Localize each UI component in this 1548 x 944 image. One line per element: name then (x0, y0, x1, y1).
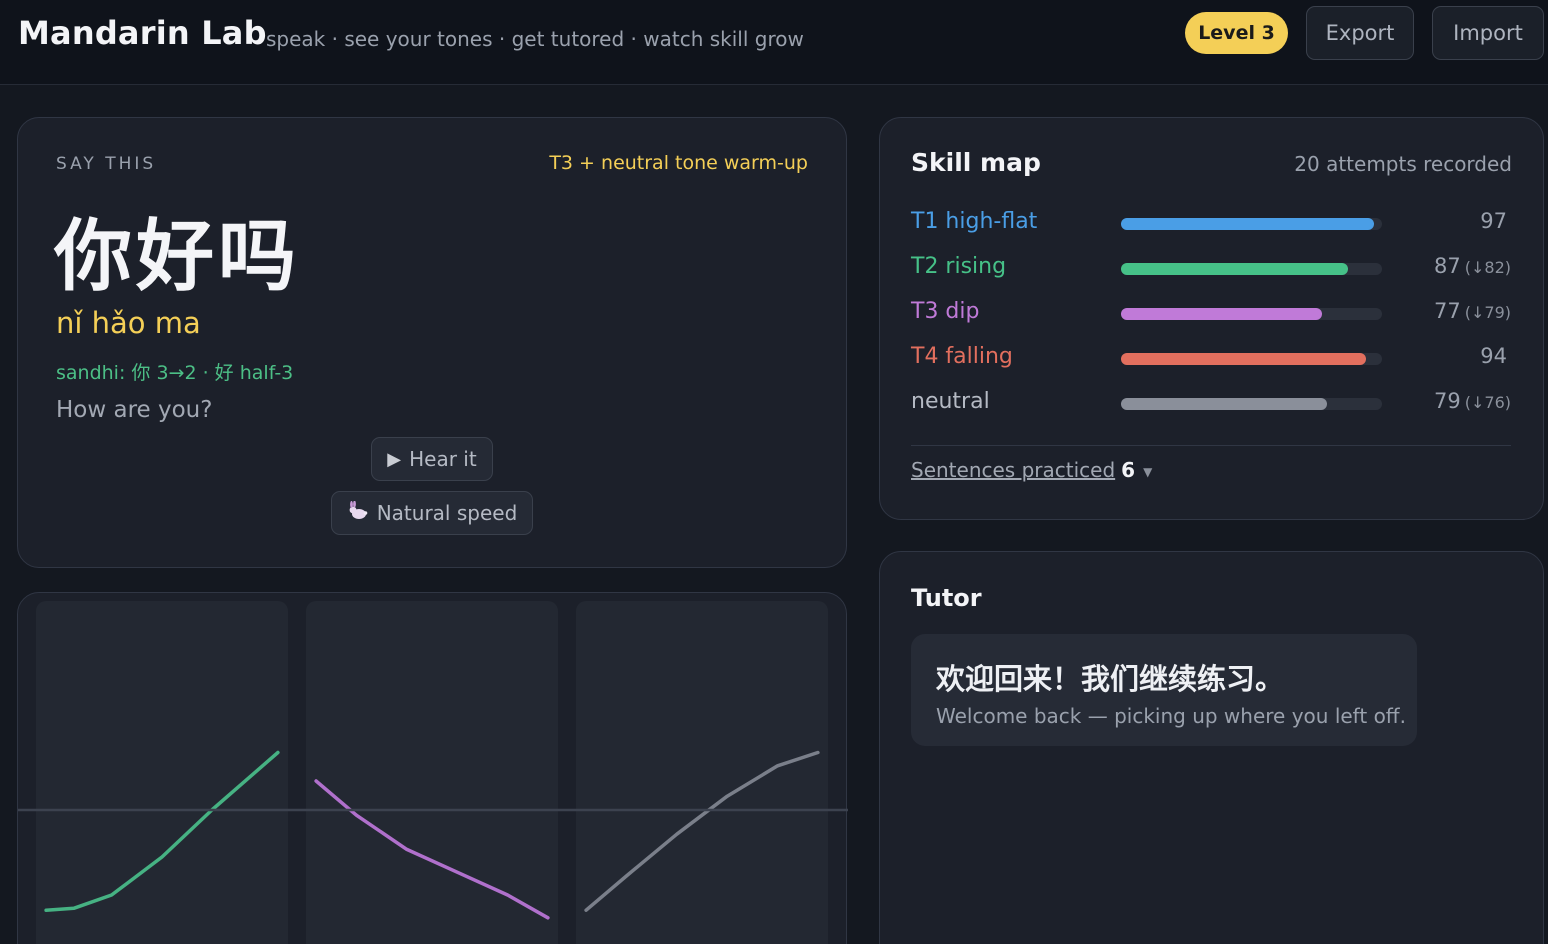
attempts-count: 20 attempts recorded (1294, 152, 1512, 176)
target-pinyin: nǐ hǎo ma (56, 306, 201, 340)
sentences-practiced-count: 6 (1121, 458, 1136, 482)
pitch-contour-plot (18, 601, 848, 944)
skill-score-value: 94 (1480, 344, 1507, 368)
top-bar: Mandarin Lab speak · see your tones · ge… (0, 0, 1548, 85)
drill-tag: T3 + neutral tone warm-up (549, 152, 808, 174)
skill-bar-fill (1121, 218, 1375, 230)
tutor-card: Tutor 欢迎回来！我们继续练习。 Welcome back — pickin… (879, 551, 1544, 944)
play-icon: ▶ (387, 448, 402, 470)
skill-name: neutral (911, 389, 990, 414)
skill-bar-track (1121, 353, 1382, 365)
contour-panel (576, 601, 828, 944)
hear-it-button[interactable]: ▶ Hear it (371, 437, 493, 481)
skill-score-value: 77 (1434, 299, 1461, 323)
translation: How are you? (56, 397, 213, 423)
tagline: speak · see your tones · get tutored · w… (266, 27, 804, 51)
contour-panel (306, 601, 558, 944)
sentences-practiced-toggle[interactable]: Sentences practiced 6 ▼ (911, 458, 1152, 482)
skill-score: 94 (1480, 344, 1511, 368)
sentences-practiced-label: Sentences practiced (911, 458, 1116, 482)
prompt-card: SAY THIS T3 + neutral tone warm-up 你好吗 n… (17, 117, 847, 568)
section-label: SAY THIS (56, 154, 157, 174)
skill-row-t2: T2 rising 87 (↓82) (911, 254, 1511, 284)
skill-bar-track (1121, 398, 1382, 410)
pitch-contour-line (584, 750, 820, 912)
pitch-contour-line (44, 750, 280, 912)
skill-bar-track (1121, 263, 1382, 275)
skill-map-title: Skill map (911, 148, 1041, 177)
export-button[interactable]: Export (1306, 6, 1414, 60)
pitch-contour-card (17, 592, 848, 944)
skill-row-t4: T4 falling 94 (911, 344, 1511, 374)
contour-panel (36, 601, 288, 944)
import-button[interactable]: Import (1432, 6, 1544, 60)
skill-bar-fill (1121, 263, 1349, 275)
skill-bar-fill (1121, 353, 1367, 365)
level-badge: Level 3 (1185, 12, 1288, 54)
rabbit-icon (347, 499, 369, 526)
skill-bar-track (1121, 218, 1382, 230)
sandhi-note: sandhi: 你 3→2 · 好 half-3 (56, 362, 294, 384)
skill-row-neutral: neutral 79 (↓76) (911, 389, 1511, 419)
skill-name: T2 rising (911, 254, 1007, 279)
skill-score: 77 (↓79) (1434, 299, 1511, 323)
skill-score: 97 (1480, 209, 1511, 233)
skill-map-card: Skill map 20 attempts recorded T1 high-f… (879, 117, 1544, 520)
skill-score-prev: (↓76) (1464, 393, 1511, 412)
skill-score-value: 97 (1480, 209, 1507, 233)
app-title: Mandarin Lab (18, 14, 267, 52)
hear-it-label: Hear it (409, 447, 477, 471)
skill-bar-fill (1121, 308, 1322, 320)
skill-score-prev: (↓82) (1464, 258, 1511, 277)
speed-label: Natural speed (376, 501, 518, 525)
skill-score: 79 (↓76) (1434, 389, 1511, 413)
tutor-title: Tutor (911, 584, 982, 612)
skill-score-value: 87 (1434, 254, 1461, 278)
skill-score-value: 79 (1434, 389, 1461, 413)
skill-bar-track (1121, 308, 1382, 320)
speed-toggle-button[interactable]: Natural speed (331, 491, 533, 535)
skill-row-t3: T3 dip 77 (↓79) (911, 299, 1511, 329)
skill-row-t1: T1 high-flat 97 (911, 209, 1511, 239)
skill-name: T4 falling (911, 344, 1013, 369)
skill-score: 87 (↓82) (1434, 254, 1511, 278)
skill-score-prev: (↓79) (1464, 303, 1511, 322)
tutor-message-zh: 欢迎回来！我们继续练习。 (936, 662, 1285, 696)
skill-bar-fill (1121, 398, 1328, 410)
skill-name: T3 dip (911, 299, 980, 324)
divider (911, 445, 1511, 446)
skill-name: T1 high-flat (911, 209, 1038, 234)
caret-down-icon: ▼ (1143, 464, 1153, 479)
tutor-message-en: Welcome back — picking up where you left… (936, 704, 1406, 728)
target-hanzi: 你好吗 (54, 212, 301, 302)
tutor-message: 欢迎回来！我们继续练习。 Welcome back — picking up w… (911, 634, 1417, 746)
